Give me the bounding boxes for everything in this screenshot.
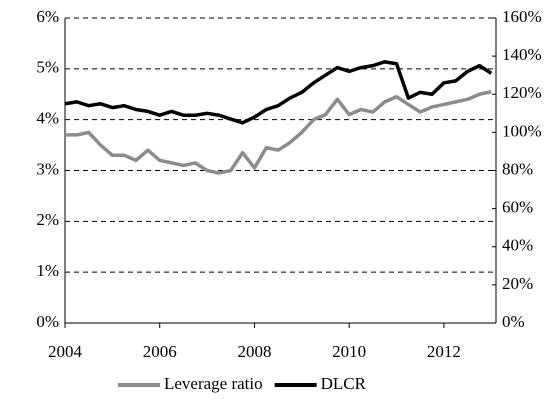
y2-tick-label: 120%: [502, 83, 542, 102]
y-tick-label: 6%: [36, 7, 59, 26]
series-line: [65, 89, 492, 175]
y-tick-label: 1%: [36, 261, 59, 280]
y2-tick-label: 60%: [502, 198, 533, 217]
y2-tick-label: 0%: [502, 312, 525, 331]
y-tick-label: 3%: [36, 159, 59, 178]
y-tick-label: 2%: [36, 210, 59, 229]
x-tick-label: 2004: [48, 342, 83, 361]
y2-tick-label: 40%: [502, 236, 533, 255]
x-tick-label: 2012: [427, 342, 461, 361]
series-line: [64, 60, 493, 125]
y-tick-label: 0%: [36, 312, 59, 331]
legend-label: Leverage ratio: [164, 374, 263, 393]
x-tick-label: 2006: [143, 342, 177, 361]
y-tick-label: 5%: [36, 58, 59, 77]
y2-tick-label: 20%: [502, 274, 533, 293]
y2-tick-label: 100%: [502, 121, 542, 140]
y-tick-label: 4%: [36, 109, 59, 128]
x-tick-label: 2010: [332, 342, 366, 361]
y2-tick-label: 80%: [502, 159, 533, 178]
x-tick-label: 2008: [237, 342, 271, 361]
y2-tick-label: 160%: [502, 7, 542, 26]
y2-tick-label: 140%: [502, 45, 542, 64]
legend-label: DLCR: [321, 374, 367, 393]
